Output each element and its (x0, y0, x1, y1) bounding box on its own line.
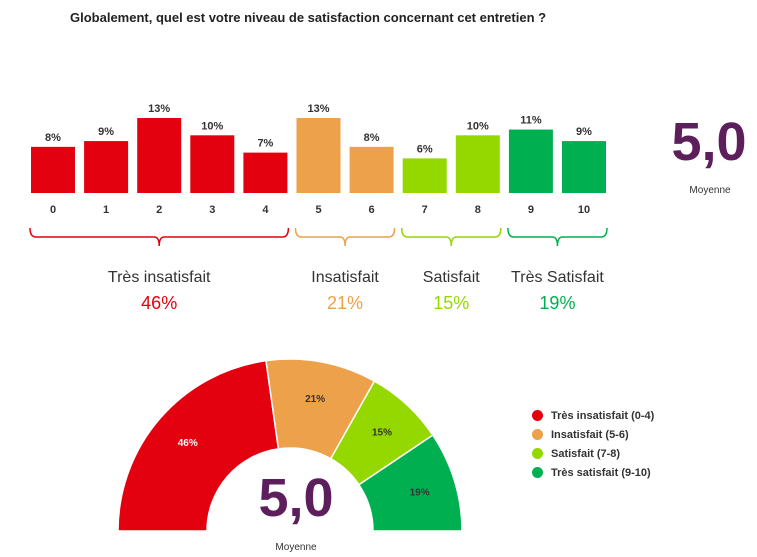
bar-category-label: 5 (315, 204, 321, 216)
bar-category-label: 6 (369, 204, 375, 216)
legend-label: Très insatisfait (0-4) (551, 409, 655, 422)
group-percent: 21% (327, 293, 364, 313)
bar-category-label: 8 (475, 204, 481, 216)
group-percent: 15% (433, 293, 470, 313)
group-label: Très insatisfait (107, 269, 211, 286)
group-bracket (400, 227, 502, 247)
bar-0 (31, 146, 75, 193)
legend-item: Très satisfait (9-10) (532, 463, 654, 482)
bar-value-label: 9% (98, 126, 114, 138)
group-percent: 46% (141, 293, 178, 313)
legend-item: Très insatisfait (0-4) (532, 406, 654, 425)
bar-3 (190, 135, 235, 193)
page-title: Globalement, quel est votre niveau de sa… (70, 10, 547, 25)
legend-label: Insatisfait (5-6) (551, 428, 629, 441)
bar-value-label: 10% (467, 120, 489, 132)
bar-8 (455, 135, 500, 193)
bar-category-label: 1 (103, 204, 109, 216)
legend-label: Satisfait (7-8) (551, 447, 621, 460)
gauge-slice-label: 15% (372, 428, 392, 439)
group-label: Satisfait (422, 269, 480, 286)
bar-6 (349, 146, 394, 193)
bar-category-label: 0 (50, 204, 56, 216)
bar-value-label: 11% (520, 115, 542, 127)
bar-category-label: 10 (578, 204, 590, 216)
bar-category-label: 4 (262, 204, 269, 216)
average-label-gauge: Moyenne (275, 542, 317, 553)
gauge-legend: Très insatisfait (0-4) Insatisfait (5-6) S… (532, 406, 654, 482)
group-percent: 19% (539, 293, 576, 313)
bar-value-label: 9% (576, 126, 592, 138)
gauge-slice (117, 359, 280, 532)
bar-value-label: 13% (148, 103, 170, 115)
group-bracket (29, 227, 290, 247)
bar-5 (296, 118, 341, 193)
gauge-slice-label: 46% (178, 438, 198, 449)
average-label-top: Moyenne (689, 185, 731, 196)
bar-value-label: 10% (201, 120, 223, 132)
legend-dot-icon (532, 410, 543, 421)
average-value-gauge: 5,0 (258, 468, 334, 528)
legend-item: Insatisfait (5-6) (532, 425, 654, 444)
group-bracket (294, 227, 396, 247)
bar-1 (84, 141, 129, 193)
average-value-top: 5,0 (671, 112, 747, 172)
group-label: Insatisfait (311, 269, 379, 286)
legend-dot-icon (532, 429, 543, 440)
bar-9 (508, 129, 553, 193)
group-bracket (507, 227, 608, 247)
legend-dot-icon (532, 467, 543, 478)
bar-10 (562, 141, 606, 193)
legend-label: Très satisfait (9-10) (551, 466, 651, 479)
bar-category-label: 9 (528, 204, 534, 216)
bar-value-label: 7% (257, 138, 273, 150)
bar-category-label: 7 (422, 204, 428, 216)
bar-value-label: 8% (364, 132, 380, 144)
legend-dot-icon (532, 448, 543, 459)
bar-value-label: 13% (307, 103, 329, 115)
bar-category-label: 3 (209, 204, 215, 216)
gauge-slice-label: 19% (410, 488, 430, 499)
group-label: Très Satisfait (511, 269, 604, 286)
legend-item: Satisfait (7-8) (532, 444, 654, 463)
bar-category-label: 2 (156, 204, 162, 216)
bar-7 (402, 158, 447, 193)
bar-2 (137, 118, 182, 193)
gauge-slice-label: 21% (305, 394, 325, 405)
bar-value-label: 6% (417, 143, 433, 155)
bar-value-label: 8% (45, 132, 61, 144)
gauge-slice (357, 434, 463, 532)
bar-4 (243, 152, 288, 193)
